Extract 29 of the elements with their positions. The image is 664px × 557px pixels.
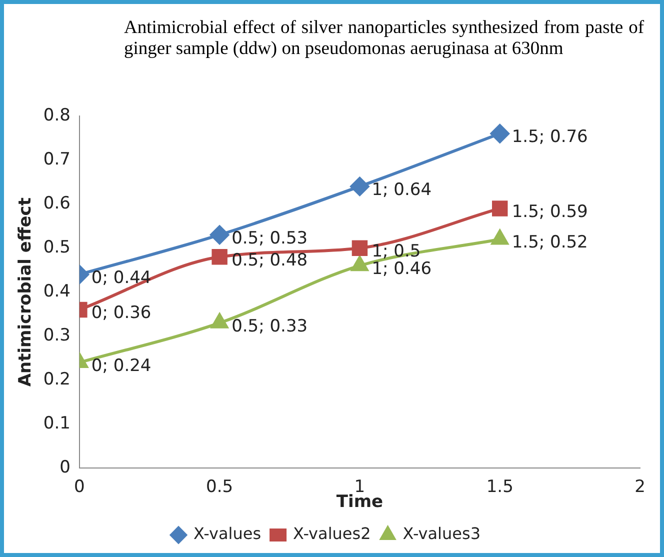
data-label: 0; 0.24 [91,356,152,376]
x-tick-label: 0.5 [206,476,234,497]
data-label: 1.5; 0.59 [512,202,588,222]
y-tick-label: 0.5 [43,237,70,258]
x-tick-label: 1.5 [486,476,514,497]
y-tick-label: 0.3 [43,326,70,346]
legend-label: X-values2 [293,524,371,544]
y-tick-label: 0.6 [43,193,70,214]
y-tick-label: 0.7 [43,149,70,170]
data-label: 1; 0.64 [372,180,432,200]
y-tick-label: 0.8 [43,105,70,126]
data-label: 1; 0.46 [372,259,432,280]
data-label: 0.5; 0.48 [232,250,308,270]
legend-label: X-values [194,524,262,544]
data-label: 0.5; 0.33 [232,316,308,336]
x-tick-label: 0 [74,476,85,497]
y-tick-label: 0.1 [43,414,70,434]
data-label: 1.5; 0.76 [512,127,588,148]
y-tick-label: 0.4 [43,282,70,302]
data-label: 0; 0.44 [91,268,152,288]
y-tick-label: 0 [60,458,70,478]
legend-label: X-values3 [402,524,481,544]
y-axis-title: Antimicrobial effect [16,198,36,387]
data-label: 0.5; 0.53 [232,228,308,248]
data-label: 0; 0.36 [91,303,152,324]
data-label: 1.5; 0.52 [512,232,588,253]
y-tick-label: 0.2 [43,370,70,390]
x-tick-label: 2 [634,476,646,497]
chart-title: Antimicrobial effect of silver nanoparticles synthesized from paste of ginger sample (ddw) on pseudomonas aeruginasa at 630nm [124,18,644,60]
